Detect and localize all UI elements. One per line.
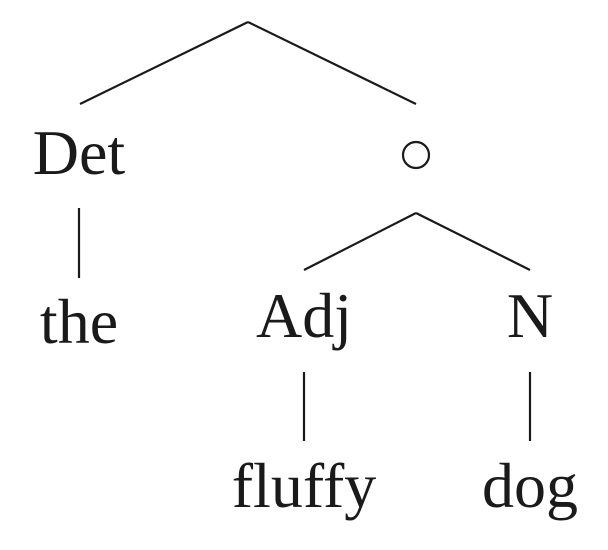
leaf-word-fluffy: fluffy xyxy=(232,450,377,521)
leaf-word-dog: dog xyxy=(482,450,578,521)
edge-root-node xyxy=(247,21,417,105)
edge-node-adj xyxy=(303,212,417,271)
edge-node-n xyxy=(415,212,531,271)
intermediate-node-circle xyxy=(401,140,431,170)
edge-root-det xyxy=(79,21,249,105)
node-label-n: N xyxy=(507,280,553,351)
leaf-word-the: the xyxy=(40,286,118,357)
node-label-adj: Adj xyxy=(256,280,352,351)
node-label-det: Det xyxy=(33,117,126,188)
